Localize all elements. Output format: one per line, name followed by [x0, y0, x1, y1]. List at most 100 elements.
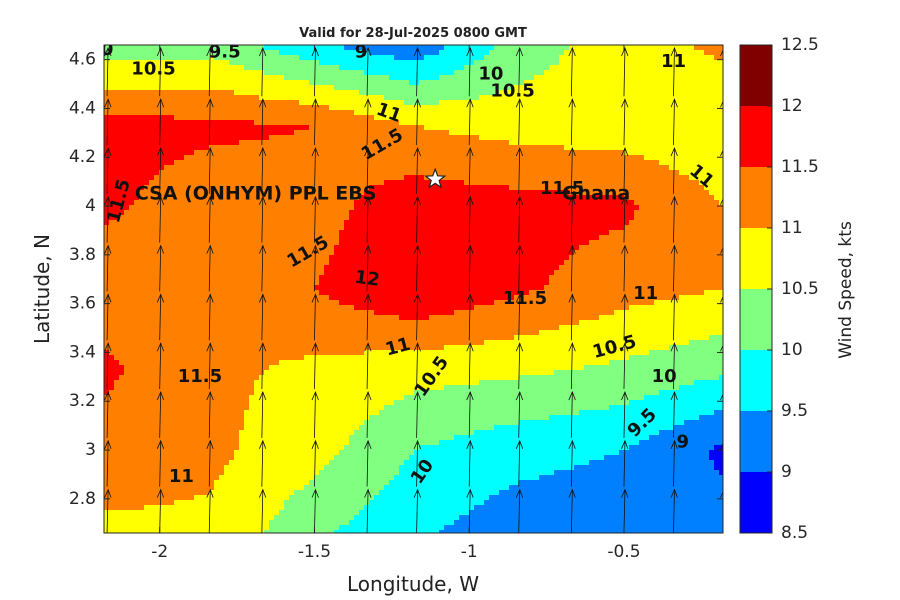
wind-arrow	[673, 148, 675, 194]
y-axis-label: Latitude, N	[30, 234, 54, 344]
wind-arrow-head	[364, 439, 372, 450]
colorbar-tick-label: 10.5	[781, 279, 819, 299]
wind-arrow	[208, 148, 211, 194]
wind-arrow-head	[670, 488, 678, 498]
contour-label: 11	[633, 283, 658, 304]
wind-arrow-head	[568, 390, 576, 401]
colorbar-swatch	[740, 167, 772, 228]
wind-arrow-head	[311, 46, 319, 57]
x-tick-label: -0.5	[607, 542, 640, 562]
wind-arrow-head	[670, 46, 678, 57]
wind-arrow-head	[720, 442, 723, 450]
wind-arrow	[208, 245, 211, 292]
wind-arrow	[416, 148, 418, 194]
wind-arrow-head	[156, 342, 165, 352]
wind-arrow	[159, 392, 162, 438]
wind-arrow	[261, 489, 264, 533]
wind-arrow-head	[258, 98, 267, 108]
wind-arrow	[208, 294, 211, 341]
wind-arrow	[261, 440, 264, 487]
wind-arrow	[261, 196, 264, 243]
wind-arrow-head	[670, 293, 678, 303]
wind-arrow-head	[258, 439, 267, 450]
wind-arrow	[159, 294, 162, 341]
wind-arrow	[673, 392, 675, 438]
wind-arrow	[314, 489, 316, 533]
wind-arrow-head	[720, 393, 723, 401]
wind-arrow-head	[621, 244, 629, 254]
y-tick-label: 3.6	[69, 294, 96, 314]
wind-arrow-head	[515, 46, 524, 57]
colorbar-swatch	[740, 45, 772, 106]
wind-arrow-head	[720, 198, 723, 206]
wind-arrow	[570, 392, 573, 438]
wind-arrow-head	[568, 244, 576, 254]
wind-arrow-head	[670, 146, 678, 157]
wind-arrow-head	[104, 46, 112, 57]
wind-arrow-head	[364, 390, 372, 401]
colorbar-swatch	[740, 289, 772, 350]
wind-arrow-head	[156, 293, 165, 303]
wind-arrow-head	[621, 146, 629, 157]
wind-arrow-head	[364, 488, 372, 498]
wind-arrow	[416, 392, 418, 438]
y-tick-label: 3.8	[69, 245, 96, 265]
wind-arrow	[261, 99, 264, 146]
wind-arrow	[518, 196, 521, 243]
wind-arrow	[673, 294, 675, 341]
wind-arrow-head	[413, 195, 421, 206]
contour-label: 10	[478, 63, 503, 84]
colorbar-swatch	[740, 411, 772, 472]
wind-arrow-head	[311, 98, 319, 108]
wind-arrow-head	[156, 439, 165, 450]
wind-arrow	[159, 440, 162, 487]
wind-arrow-head	[568, 146, 576, 157]
x-axis-label: Longitude, W	[347, 572, 479, 596]
y-tick-label: 4.4	[69, 98, 96, 118]
wind-arrow-head	[515, 195, 524, 206]
plot-frame	[103, 44, 724, 534]
wind-arrow	[261, 245, 264, 292]
wind-arrow	[366, 392, 369, 438]
wind-arrow-head	[515, 293, 524, 303]
wind-arrow-head	[104, 439, 112, 450]
wind-arrow	[570, 99, 573, 146]
wind-arrow	[208, 440, 211, 487]
wind-arrow	[416, 294, 418, 341]
wind-arrow	[623, 343, 626, 390]
wind-arrow	[261, 47, 264, 97]
wind-arrow	[159, 245, 162, 292]
wind-arrow-head	[413, 488, 421, 498]
wind-arrow-head	[206, 390, 214, 401]
contour-label: 11	[169, 466, 194, 487]
wind-arrow-head	[206, 195, 214, 206]
wind-arrow-head	[104, 342, 112, 352]
wind-arrow-head	[311, 146, 319, 157]
wind-arrow	[468, 148, 471, 194]
wind-arrow	[468, 440, 471, 487]
wind-arrow-head	[466, 98, 474, 108]
wind-arrow	[106, 99, 109, 146]
wind-arrow	[208, 99, 211, 146]
wind-arrow	[416, 440, 418, 487]
wind-arrow	[623, 196, 626, 243]
wind-arrow	[623, 392, 626, 438]
wind-arrow-head	[206, 46, 214, 57]
wind-arrow-head	[311, 439, 319, 450]
wind-arrow-head	[466, 146, 474, 157]
wind-arrow-head	[720, 100, 723, 108]
wind-arrow-head	[156, 146, 165, 157]
wind-arrow	[106, 489, 109, 533]
colorbar-tick-label: 10	[781, 340, 803, 360]
wind-arrow-head	[258, 488, 267, 498]
colorbar-swatch	[740, 106, 772, 167]
wind-arrow-head	[720, 295, 723, 303]
wind-arrow-head	[670, 98, 678, 108]
wind-arrow-head	[311, 293, 319, 303]
wind-arrow	[468, 47, 471, 97]
wind-arrow	[570, 148, 573, 194]
wind-arrow-head	[621, 98, 629, 108]
wind-arrow-head	[413, 439, 421, 450]
wind-arrow	[416, 245, 418, 292]
